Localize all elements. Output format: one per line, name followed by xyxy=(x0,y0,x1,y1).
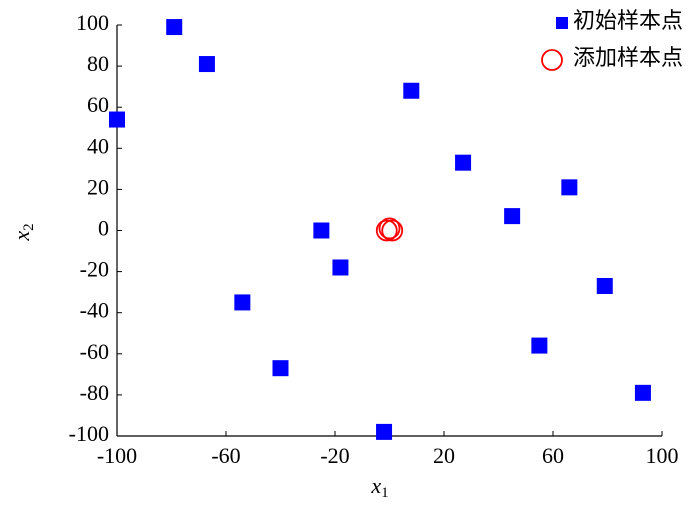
point xyxy=(455,154,472,171)
point xyxy=(332,259,349,276)
x-tick-label: 20 xyxy=(433,443,455,468)
y-label-sub: 2 xyxy=(21,223,37,231)
y-tick-label: 100 xyxy=(76,10,109,35)
x-tick-label: -60 xyxy=(211,443,240,468)
point xyxy=(376,423,393,440)
x-tick-label: -20 xyxy=(320,443,349,468)
x-tick-label: 60 xyxy=(542,443,564,468)
x-axis-label: x1 xyxy=(370,473,388,501)
point xyxy=(313,222,330,239)
point xyxy=(561,179,578,196)
y-tick-label: -80 xyxy=(80,380,109,405)
y-tick-label: 0 xyxy=(98,216,109,241)
point xyxy=(381,219,404,242)
legend-label: 初始样本点 xyxy=(573,8,683,33)
y-tick-label: -100 xyxy=(69,421,109,446)
y-tick-label: 60 xyxy=(87,92,109,117)
point xyxy=(272,360,289,377)
y-tick-label: 20 xyxy=(87,174,109,199)
point xyxy=(531,337,548,354)
point xyxy=(504,208,521,225)
point xyxy=(596,277,613,294)
point xyxy=(403,82,420,99)
point xyxy=(166,19,183,36)
point xyxy=(634,384,651,401)
y-tick-label: -40 xyxy=(80,298,109,323)
y-axis-label: x2 xyxy=(9,223,37,241)
x-tick-label: 100 xyxy=(646,443,679,468)
point xyxy=(109,111,125,128)
legend-marker xyxy=(556,17,568,29)
y-tick-label: 40 xyxy=(87,133,109,158)
point xyxy=(234,294,251,311)
y-tick-label: -20 xyxy=(80,257,109,282)
x-label-text: x xyxy=(370,473,381,498)
y-label-text: x xyxy=(9,231,34,242)
x-tick-label: -100 xyxy=(97,443,137,468)
point xyxy=(198,56,215,73)
point xyxy=(378,217,401,240)
legend-label: 添加样本点 xyxy=(573,45,683,70)
legend-marker xyxy=(541,49,563,71)
x-label-sub: 1 xyxy=(381,485,389,501)
y-tick-label: 80 xyxy=(87,51,109,76)
point xyxy=(375,219,398,242)
y-tick-label: -60 xyxy=(80,339,109,364)
